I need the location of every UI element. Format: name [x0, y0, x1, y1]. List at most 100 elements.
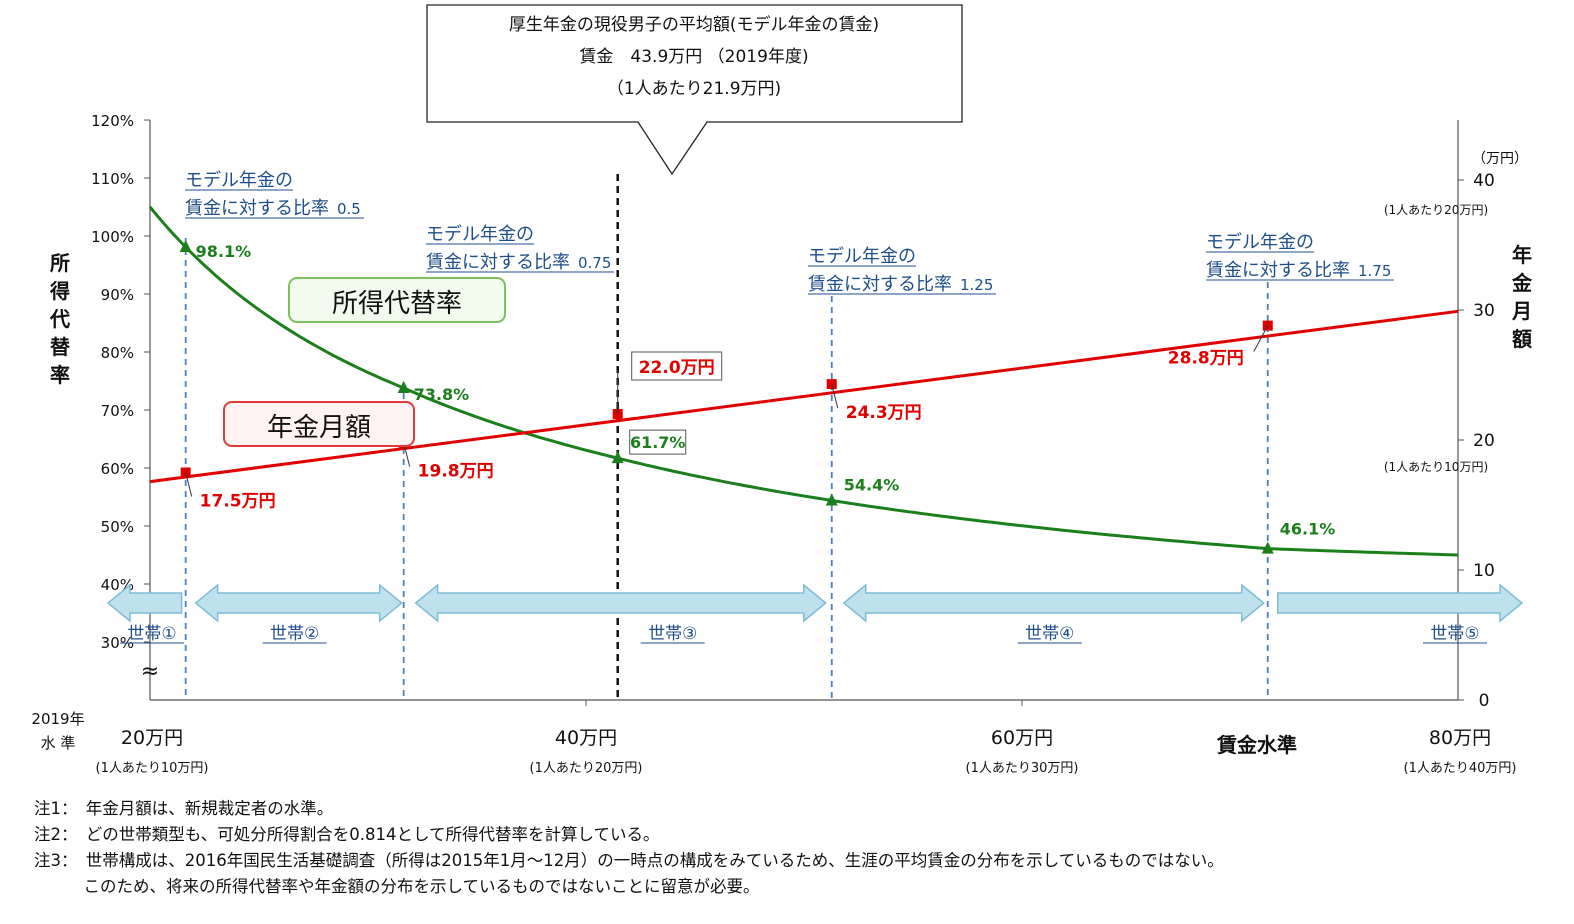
pension-label: 19.8万円 — [418, 462, 494, 482]
household-label-3: 世帯③ — [648, 624, 697, 644]
ratio-line2: 賃金に対する比率 — [185, 198, 329, 219]
left-title-char: 得 — [49, 279, 70, 303]
pension-legend: 年金月額 — [223, 401, 415, 447]
right-tick-label: 10 — [1473, 561, 1495, 581]
callout-box: 厚生年金の現役男子の平均額(モデル年金の賃金) 賃金 43.9万円 （2019年… — [426, 4, 963, 176]
replacement-rate-point — [1261, 541, 1274, 554]
ratio-line1: モデル年金の — [1206, 232, 1314, 253]
pension-label: 28.8万円 — [1168, 349, 1244, 369]
axis-break-mark: ≈ — [141, 659, 159, 684]
replacement-rate-point — [611, 451, 624, 464]
ratio-line2: 賃金に対する比率 — [426, 252, 570, 273]
pension-label-leader — [831, 383, 839, 409]
pension-label: 22.0万円 — [639, 358, 715, 378]
note-1: 注1： 年金月額は、新規裁定者の水準。 — [34, 799, 334, 818]
x-tick-sublabel: (1人あたり40万円) — [1404, 761, 1517, 776]
x-tick-label: 80万円 — [1429, 727, 1491, 749]
right-title-char: 額 — [1511, 327, 1532, 351]
left-tick-label: 100% — [91, 228, 134, 246]
x-axis-title: 賃金水準 — [1216, 733, 1297, 757]
footnotes: 注1： 年金月額は、新規裁定者の水準。 注2： どの世帯類型も、可処分所得割合を… — [34, 796, 1224, 900]
series-replacement-rate-line — [148, 206, 1459, 557]
left-tick-label: 30% — [101, 634, 134, 652]
right-axis-ticks: 40 30 20 10 0 — [1458, 171, 1495, 711]
replacement-rate-label: 61.7% — [630, 433, 686, 452]
x-tick-label: 40万円 — [555, 727, 617, 749]
x-axis-year2: 水 準 — [41, 734, 76, 752]
right-title-char: 月 — [1511, 299, 1532, 323]
pension-label-leader — [185, 472, 193, 497]
left-tick-label: 120% — [91, 112, 134, 130]
replacement-rate-label-box — [629, 429, 687, 455]
x-tick-sublabel: (1人あたり20万円) — [530, 761, 643, 776]
household-label-2: 世帯② — [270, 624, 319, 644]
replacement-rate-point — [179, 240, 192, 253]
x-tick-label: 20万円 — [121, 727, 183, 749]
household-2-arrow — [194, 583, 403, 623]
note-3: 注3： 世帯構成は、2016年国民生活基礎調査（所得は2015年1月～12月）の… — [34, 851, 1224, 870]
ratio-value: 0.5 — [337, 200, 361, 218]
x-tick-label: 60万円 — [991, 727, 1053, 749]
right-title-char: 金 — [1511, 271, 1533, 295]
left-axis-ticks: 120%110%100%90%80%70%60%50%40%30% — [91, 112, 150, 652]
callout-line3: （1人あたり21.9万円) — [607, 79, 781, 99]
left-title-char: 替 — [50, 335, 70, 359]
pension-legend-text: 年金月額 — [267, 413, 371, 443]
replacement-rate-label: 54.4% — [844, 475, 900, 494]
ratio-line2: 賃金に対する比率 — [1206, 260, 1350, 281]
left-tick-label: 110% — [91, 170, 134, 188]
ratio-line1: モデル年金の — [808, 246, 916, 267]
x-axis-ticks: 20万円 (1人あたり10万円) 40万円 (1人あたり20万円) 60万円 (1人あたり… — [96, 700, 1517, 776]
series-pension-line — [149, 309, 1459, 484]
series-layer: 98.1% 73.8% 61.7% 54.4% 46.1% 17.5万円 19.8万円 22.… — [148, 206, 1459, 557]
household-3-arrow — [414, 583, 827, 623]
right-sub-20: (1人あたり10万円) — [1384, 460, 1488, 474]
ratio-value: 1.25 — [960, 276, 993, 294]
ratio-value: 1.75 — [1358, 262, 1391, 280]
right-tick-label: 20 — [1473, 431, 1495, 451]
left-tick-label: 70% — [101, 402, 134, 420]
left-tick-label: 90% — [101, 286, 134, 304]
household-arrows: 世帯① 世帯② 世帯③ 世帯④ 世帯⑤ — [106, 583, 1524, 644]
note-4: このため、将来の所得代替率や年金額の分布を示しているものではないことに留意が必要… — [34, 877, 760, 896]
x-tick-sublabel: (1人あたり30万円) — [966, 761, 1079, 776]
replacement-rate-legend-text: 所得代替率 — [332, 289, 462, 319]
household-1-arrow — [106, 583, 183, 623]
callout-line2: 賃金 43.9万円 （2019年度) — [579, 47, 808, 67]
replacement-rate-point — [397, 380, 410, 393]
left-tick-label: 60% — [101, 460, 134, 478]
household-label-4: 世帯④ — [1025, 624, 1074, 644]
replacement-rate-point — [825, 493, 838, 506]
ratio-line1: モデル年金の — [426, 224, 534, 245]
replacement-rate-label: 73.8% — [414, 385, 470, 404]
left-tick-label: 80% — [101, 344, 134, 362]
x-tick-sublabel: (1人あたり10万円) — [96, 761, 209, 776]
replacement-rate-label: 98.1% — [196, 242, 252, 261]
right-axis-title: 年金月額 — [1511, 243, 1533, 351]
callout-line1: 厚生年金の現役男子の平均額(モデル年金の賃金) — [509, 14, 879, 35]
household-4-arrow — [842, 583, 1265, 623]
right-tick-label: 0 — [1479, 691, 1490, 711]
x-axis-year: 2019年 — [31, 710, 84, 728]
household-5-arrow — [1277, 583, 1524, 623]
right-title-char: 年 — [1512, 243, 1532, 267]
pension-label: 24.3万円 — [846, 403, 922, 423]
pension-label: 17.5万円 — [200, 492, 276, 512]
ratio-line1: モデル年金の — [185, 170, 293, 191]
left-title-char: 所 — [50, 251, 70, 275]
left-axis-title: 所得代替率 — [49, 251, 70, 387]
household-label-5: 世帯⑤ — [1430, 624, 1479, 644]
left-title-char: 代 — [49, 307, 70, 331]
right-tick-label: 30 — [1473, 301, 1495, 321]
household-label-1: 世帯① — [127, 624, 176, 644]
ratio-value: 0.75 — [578, 254, 611, 272]
replacement-rate-label: 46.1% — [1280, 520, 1336, 539]
pension-label-leader — [1253, 325, 1269, 352]
replacement-rate-legend: 所得代替率 — [288, 277, 506, 323]
left-tick-label: 50% — [101, 518, 134, 536]
pension-label-box — [631, 351, 723, 381]
right-axis-unit: （万円） — [1472, 151, 1528, 167]
right-tick-label: 40 — [1473, 171, 1495, 191]
